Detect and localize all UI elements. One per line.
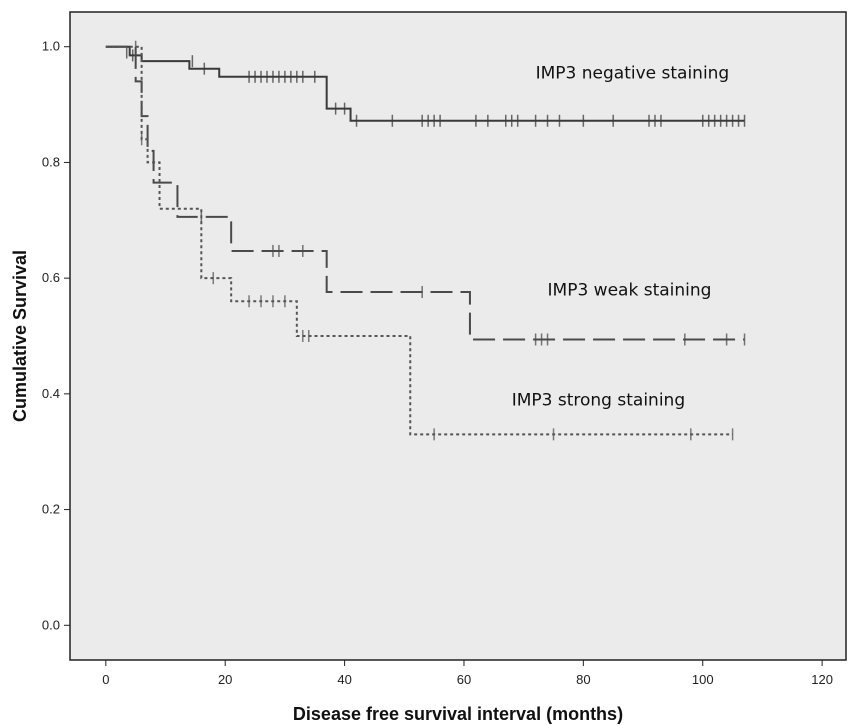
x-tick-label: 20 (218, 672, 232, 687)
x-axis-title: Disease free survival interval (months) (293, 704, 623, 724)
y-tick-label: 0.8 (42, 154, 60, 169)
y-tick-label: 0.2 (42, 502, 60, 517)
y-tick-label: 1.0 (42, 39, 60, 54)
series-3 (105, 45, 734, 441)
y-tick-label: 0.4 (42, 386, 60, 401)
y-tick-label: 0.0 (42, 617, 60, 632)
series-annotation: IMP3 strong staining (512, 390, 685, 410)
x-tick-label: 0 (102, 672, 109, 687)
x-axis: 0 20 40 60 80 100 120 (102, 660, 833, 687)
annotation-layer: IMP3 negative staining IMP3 weak staining… (512, 64, 730, 411)
y-tick-label: 0.6 (42, 270, 60, 285)
series-annotation: IMP3 weak staining (548, 281, 712, 301)
series-2 (105, 40, 746, 346)
x-tick-label: 80 (576, 672, 590, 687)
y-axis-title: Cumulative Survival (10, 250, 30, 422)
x-tick-label: 100 (692, 672, 714, 687)
x-tick-label: 60 (457, 672, 471, 687)
x-tick-label: 120 (811, 672, 833, 687)
plot-area (69, 11, 847, 661)
y-axis: 0.0 0.2 0.4 0.6 0.8 1.0 (42, 39, 70, 632)
series-layer (105, 40, 746, 441)
series-1 (105, 45, 746, 127)
x-tick-label: 40 (337, 672, 351, 687)
series-annotation: IMP3 negative staining (536, 64, 730, 84)
survival-curve (105, 45, 745, 341)
